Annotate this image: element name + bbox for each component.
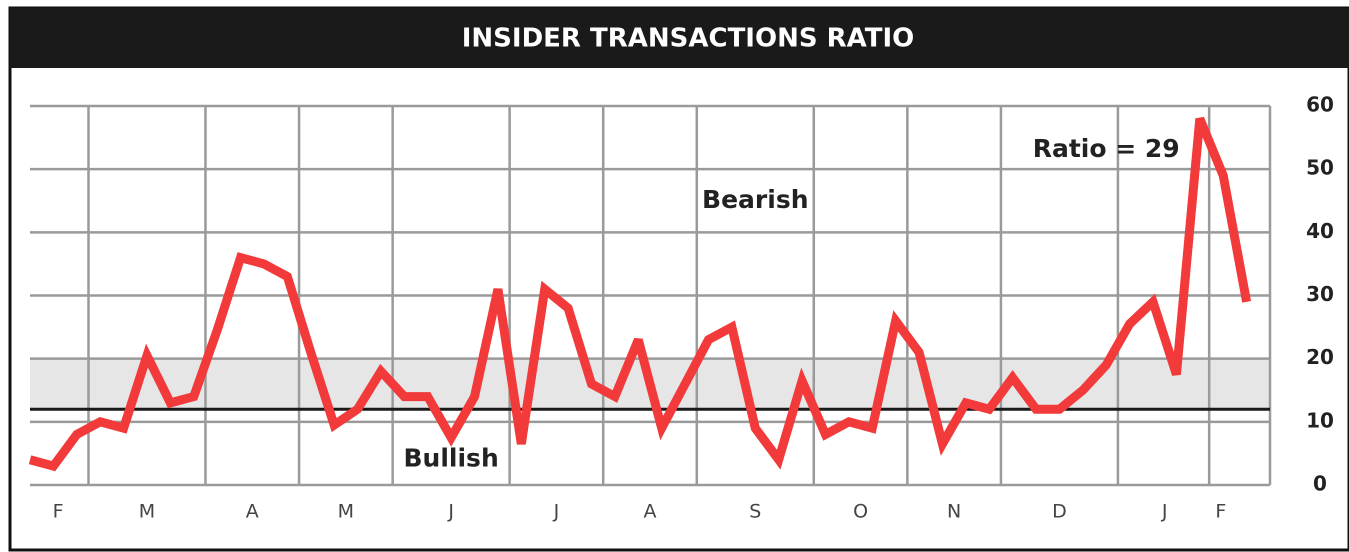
x-tick-label: J [447,501,454,523]
x-tick-label: J [1161,501,1168,523]
y-tick-label: 50 [1306,156,1334,180]
x-tick-label: F [1215,501,1226,523]
y-tick-label: 60 [1306,93,1334,117]
annotation: Ratio = 29 [1033,134,1180,163]
x-tick-label: F [53,501,64,523]
y-tick-label: 30 [1306,282,1334,306]
y-tick-label: 20 [1306,345,1334,369]
x-tick-label: M [338,501,354,523]
frame [8,6,1349,552]
x-tick-label: A [246,501,259,523]
x-tick-label: A [644,501,657,523]
y-tick-label: 0 [1313,472,1327,496]
x-tick-label: N [947,501,961,523]
x-tick-label: O [853,501,868,523]
annotation: Bearish [702,185,808,214]
x-tick-label: D [1052,501,1067,523]
title-bar [10,8,1349,68]
chart-title: INSIDER TRANSACTIONS RATIO [462,24,915,54]
annotation: Bullish [404,444,499,473]
data-line [28,116,1252,472]
x-tick-label: S [749,501,761,523]
x-tick-label: M [139,501,155,523]
y-tick-label: 40 [1306,219,1334,243]
x-tick-label: J [553,501,560,523]
y-tick-label: 10 [1306,408,1334,432]
